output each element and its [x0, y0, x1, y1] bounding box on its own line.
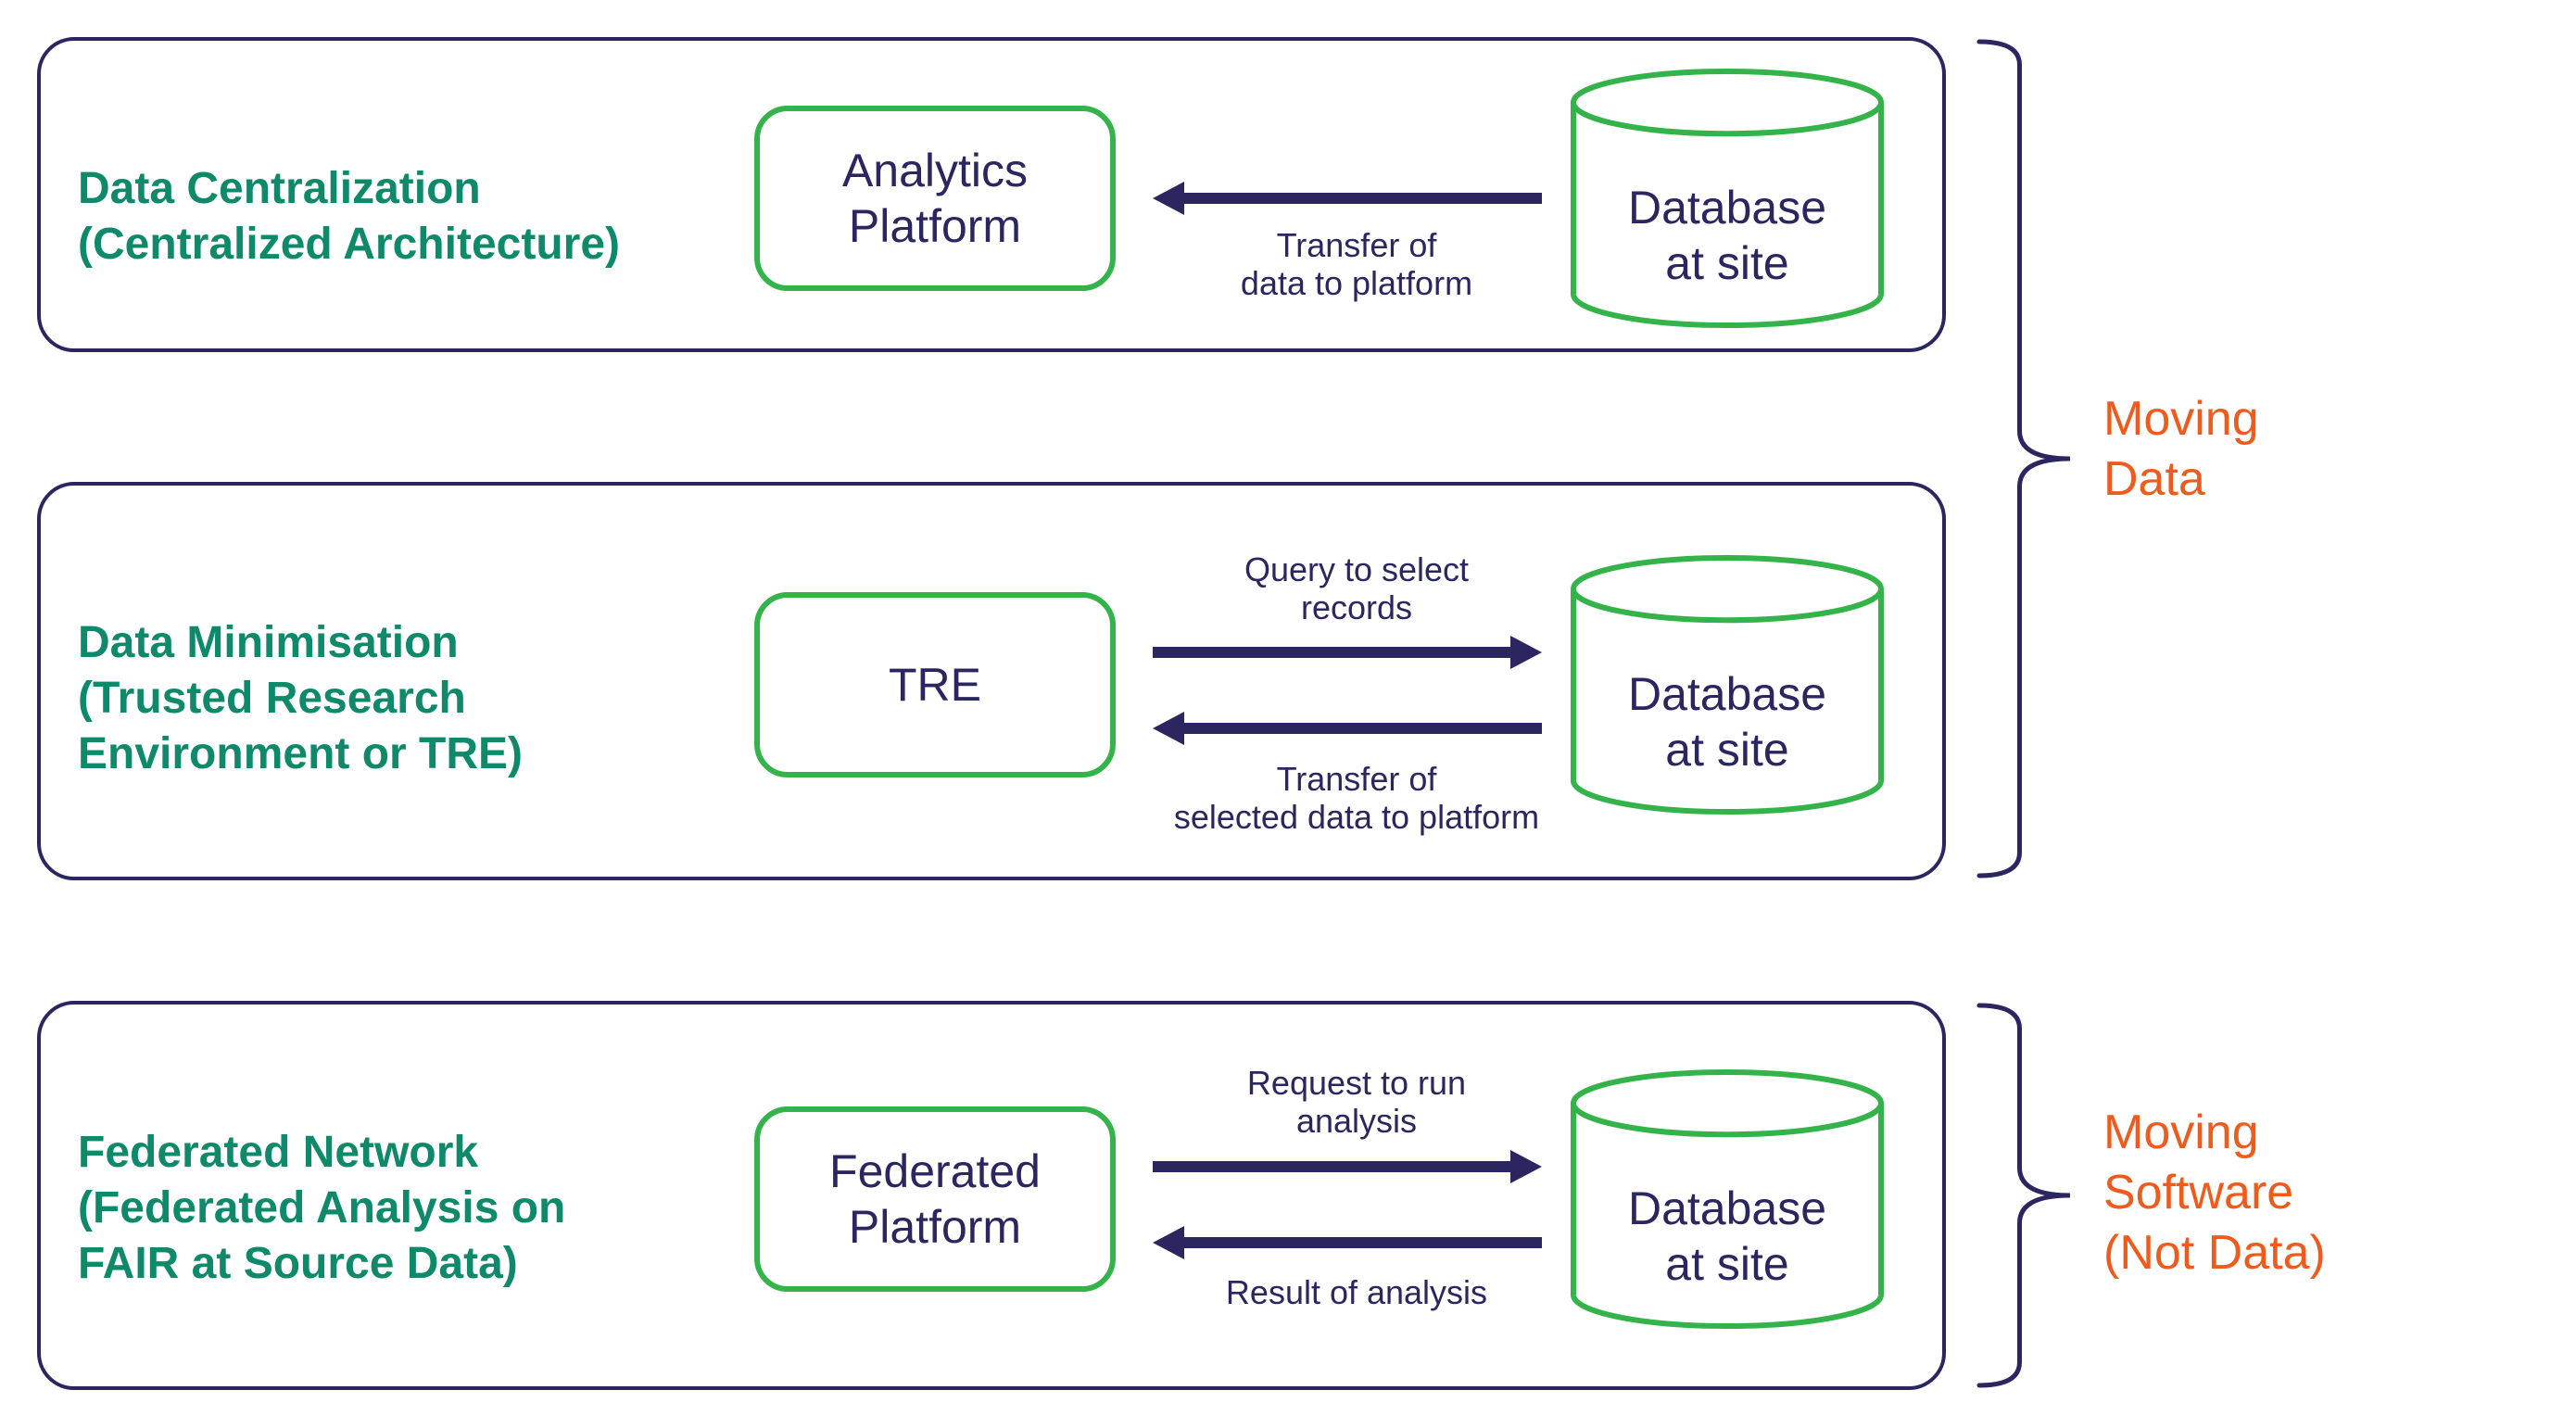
arrow-right-icon: [1153, 632, 1542, 673]
database-label: Databaseat site: [1570, 1181, 1885, 1292]
arrow-label: Request to runanalysis: [1190, 1064, 1523, 1141]
grouping-brace: [1974, 1001, 2076, 1390]
arrow-label: Transfer ofselected data to platform: [1134, 760, 1579, 837]
database-icon: Databaseat site: [1570, 1069, 1885, 1329]
arrow-label: Query to selectrecords: [1190, 550, 1523, 627]
database-icon: Databaseat site: [1570, 555, 1885, 815]
arrow-left-icon: [1153, 1222, 1542, 1263]
panel-title: Data Centralization(Centralized Architec…: [78, 161, 620, 272]
platform-box: FederatedPlatform: [754, 1106, 1116, 1292]
architecture-diagram: Data Centralization(Centralized Architec…: [37, 37, 2539, 1391]
platform-box: TRE: [754, 592, 1116, 777]
brace-label: MovingData: [2103, 389, 2259, 510]
database-label: Databaseat site: [1570, 180, 1885, 291]
architecture-panel: Federated Network(Federated Analysis onF…: [37, 1001, 1946, 1390]
panel-title: Data Minimisation(Trusted ResearchEnviro…: [78, 615, 523, 782]
arrow-label: Result of analysis: [1181, 1273, 1533, 1311]
database-label: Databaseat site: [1570, 666, 1885, 777]
arrow-right-icon: [1153, 1146, 1542, 1187]
brace-label: MovingSoftware(Not Data): [2103, 1103, 2326, 1283]
architecture-panel: Data Centralization(Centralized Architec…: [37, 37, 1946, 352]
arrow-label: Transfer ofdata to platform: [1190, 226, 1523, 303]
grouping-brace: [1974, 37, 2076, 880]
database-icon: Databaseat site: [1570, 69, 1885, 328]
arrow-left-icon: [1153, 178, 1542, 219]
architecture-panel: Data Minimisation(Trusted ResearchEnviro…: [37, 482, 1946, 880]
platform-box: AnalyticsPlatform: [754, 106, 1116, 291]
panel-title: Federated Network(Federated Analysis onF…: [78, 1125, 565, 1292]
arrow-left-icon: [1153, 708, 1542, 749]
